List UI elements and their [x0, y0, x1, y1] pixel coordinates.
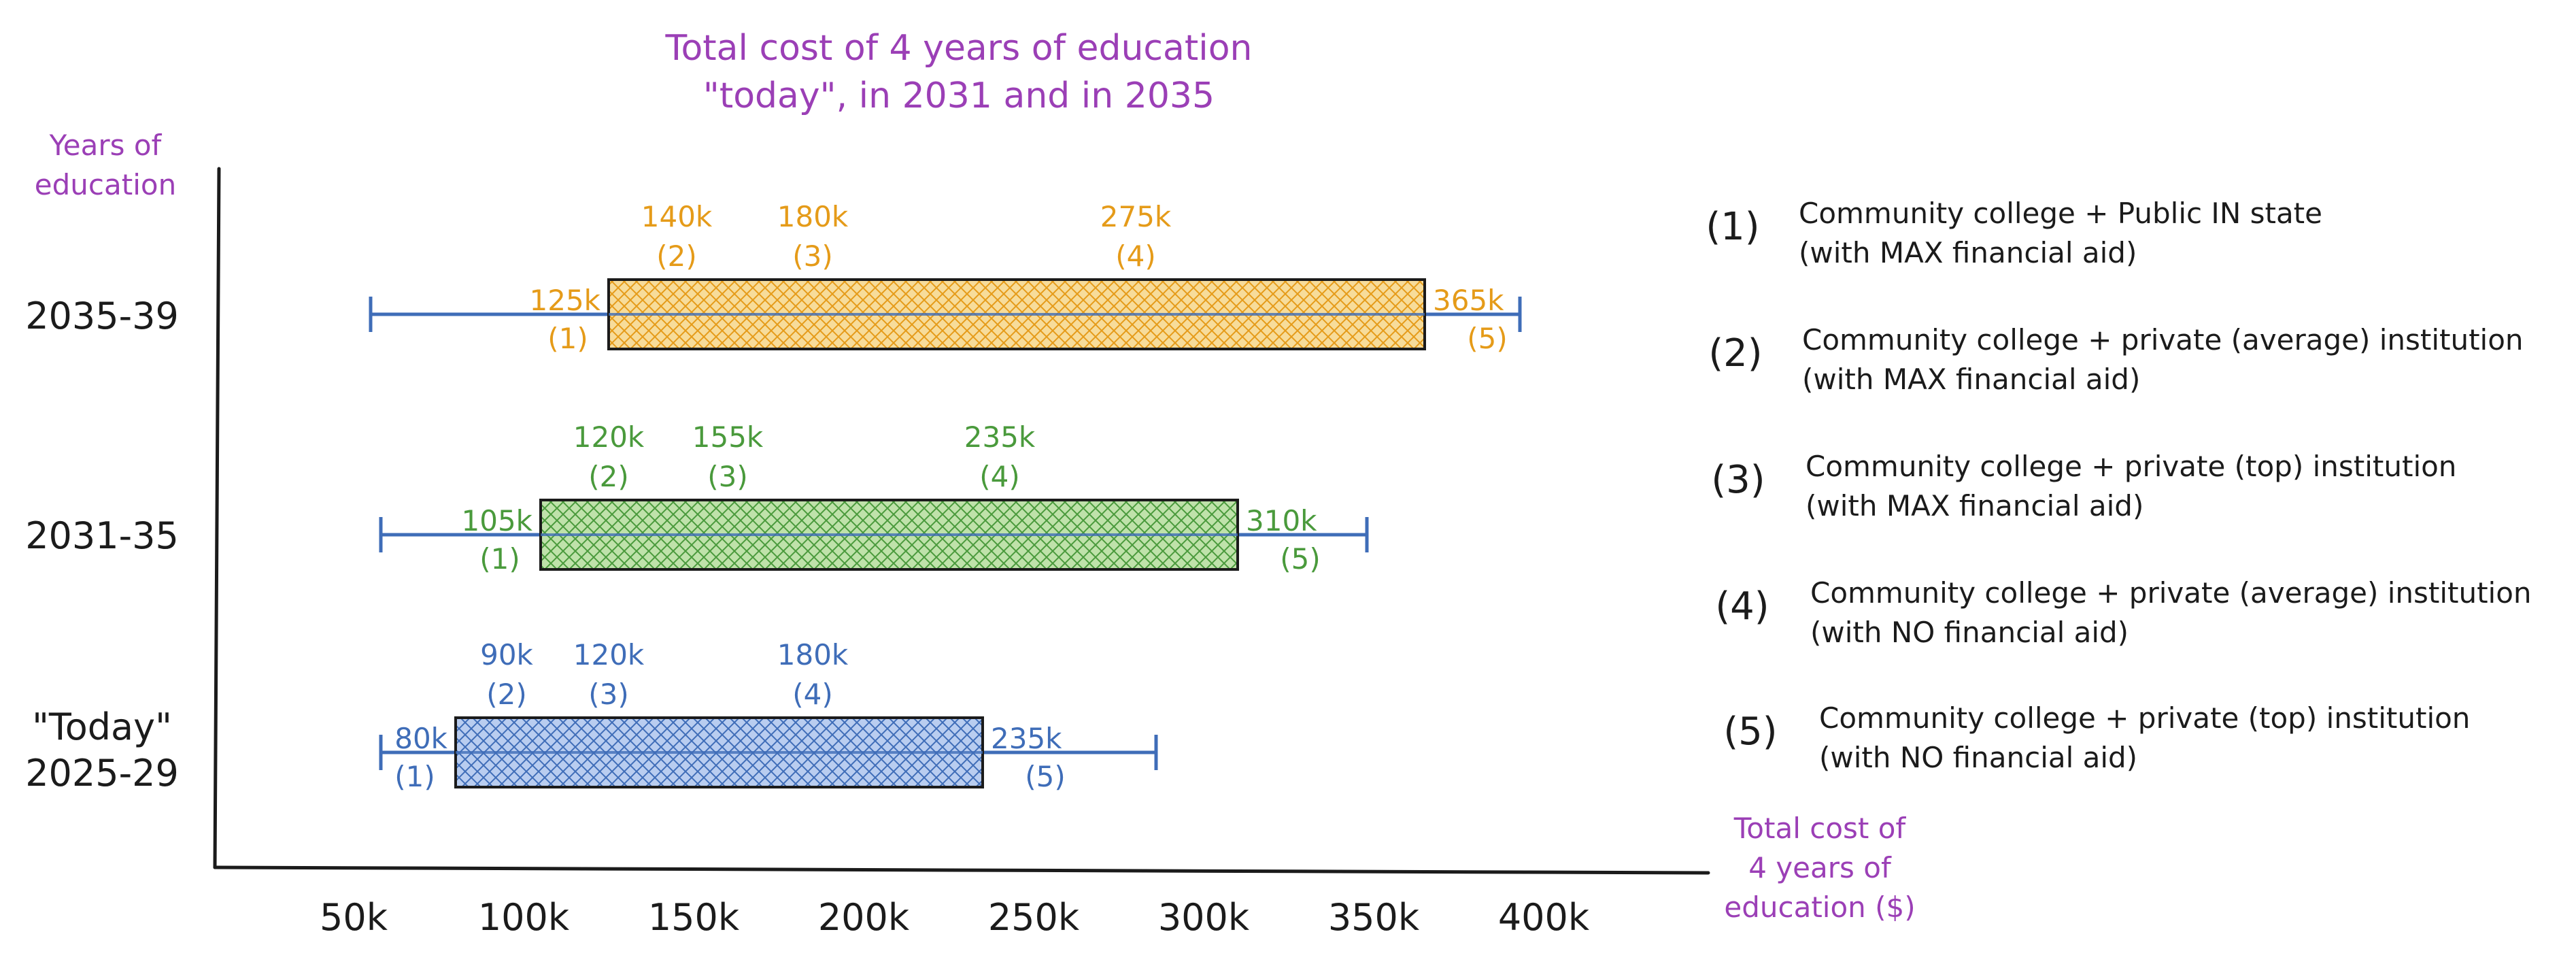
legend-number: (3) — [1711, 458, 1765, 502]
marker-label: (2) — [656, 239, 697, 273]
marker-label: (5) — [1280, 542, 1321, 576]
value-label: 180k — [777, 638, 849, 671]
chart-title-line-1: Total cost of 4 years of education — [665, 28, 1253, 69]
legend-number: (4) — [1715, 584, 1769, 629]
legend-text: (with NO financial aid) — [1810, 616, 2129, 649]
legend-item-1: (1) Community college + Public IN state (w… — [1706, 197, 2322, 269]
marker-label: (1) — [547, 322, 588, 355]
marker-label: (1) — [394, 760, 435, 793]
legend-number: (2) — [1708, 331, 1762, 376]
marker-label: (1) — [479, 542, 520, 576]
legend-text: (with MAX financial aid) — [1802, 363, 2140, 396]
value-label: 180k — [777, 200, 849, 233]
legend-item-3: (3) Community college + private (top) ins… — [1711, 450, 2456, 522]
legend-item-5: (5) Community college + private (top) ins… — [1723, 701, 2470, 774]
x-tick-label: 100k — [478, 896, 570, 939]
marker-label: (3) — [588, 678, 629, 711]
category-label: 2025-29 — [25, 752, 179, 795]
x-tick-label: 300k — [1158, 896, 1250, 939]
x-tick-label: 400k — [1498, 896, 1590, 939]
x-axis-title-line-1: Total cost of — [1733, 812, 1907, 845]
marker-label: (3) — [707, 460, 748, 493]
value-label: 155k — [692, 420, 764, 454]
marker-label: (5) — [1025, 760, 1066, 793]
value-label: 105k — [462, 504, 533, 537]
x-axis-title-line-2: 4 years of — [1748, 851, 1892, 884]
legend-text: Community college + private (average) in… — [1802, 323, 2524, 356]
x-tick-label: 50k — [320, 896, 388, 939]
marker-label: (3) — [792, 239, 833, 273]
value-label: 235k — [991, 722, 1062, 755]
x-tick-label: 150k — [648, 896, 740, 939]
x-axis-line — [213, 865, 1710, 875]
legend-text: Community college + private (top) instit… — [1806, 450, 2456, 483]
value-label: 90k — [480, 638, 533, 671]
x-axis-title: Total cost of 4 years of education ($) — [1724, 812, 1915, 924]
y-axis-title-line-1: Years of — [49, 129, 163, 162]
value-label: 125k — [530, 284, 601, 317]
legend-text: (with NO financial aid) — [1819, 741, 2137, 774]
value-label: 140k — [641, 200, 713, 233]
y-axis-line — [213, 167, 221, 869]
y-axis-title: Years of education — [35, 129, 176, 201]
marker-label: (4) — [1115, 239, 1156, 273]
series-row-0: 2035-39 125k (1) 365k (5) 140k (2) 180k (3) 275k (… — [25, 200, 1522, 355]
value-label: 310k — [1246, 504, 1317, 537]
legend-number: (5) — [1723, 710, 1777, 754]
x-tick-label: 350k — [1328, 896, 1420, 939]
marker-label: (2) — [588, 460, 629, 493]
value-label: 120k — [573, 420, 645, 454]
marker-label: (4) — [792, 678, 833, 711]
legend-text: (with MAX financial aid) — [1799, 236, 2137, 269]
legend-text: Community college + private (top) instit… — [1819, 701, 2470, 735]
category-label: 2035-39 — [25, 295, 179, 337]
series-row-2: "Today"2025-29 80k (1) 235k (5) 90k (2) 120k (3)… — [25, 638, 1158, 795]
value-label: 365k — [1433, 284, 1504, 317]
legend-item-2: (2) Community college + private (average)… — [1708, 323, 2523, 396]
y-axis-title-line-2: education — [35, 168, 176, 201]
category-label: "Today" — [32, 705, 172, 748]
series-row-1: 2031-35 105k (1) 310k (5) 120k (2) 155k (3) 235k (… — [25, 420, 1369, 576]
value-label: 275k — [1100, 200, 1172, 233]
value-label: 120k — [573, 638, 645, 671]
legend-number: (1) — [1706, 205, 1759, 249]
chart-title: Total cost of 4 years of education "toda… — [665, 28, 1253, 116]
category-label: 2031-35 — [25, 514, 179, 557]
legend-text: Community college + Public IN state — [1799, 197, 2322, 230]
legend-item-4: (4) Community college + private (average)… — [1715, 576, 2531, 649]
plot-area: 2035-39 125k (1) 365k (5) 140k (2) 180k (3) 275k (… — [25, 200, 1522, 795]
marker-label: (5) — [1467, 322, 1508, 355]
legend: (1) Community college + Public IN state (w… — [1706, 197, 2531, 774]
marker-label: (4) — [979, 460, 1020, 493]
x-axis-title-line-3: education ($) — [1724, 891, 1915, 924]
x-tick-label: 200k — [818, 896, 910, 939]
value-label: 80k — [394, 722, 447, 755]
marker-label: (2) — [486, 678, 527, 711]
chart-title-line-2: "today", in 2031 and in 2035 — [703, 76, 1215, 116]
legend-text: Community college + private (average) in… — [1810, 576, 2532, 610]
x-tick-label: 250k — [988, 896, 1080, 939]
value-label: 235k — [964, 420, 1036, 454]
x-axis-ticks: 50k 100k 150k 200k 250k 300k 350k 400k — [320, 896, 1590, 939]
legend-text: (with MAX financial aid) — [1806, 489, 2143, 522]
